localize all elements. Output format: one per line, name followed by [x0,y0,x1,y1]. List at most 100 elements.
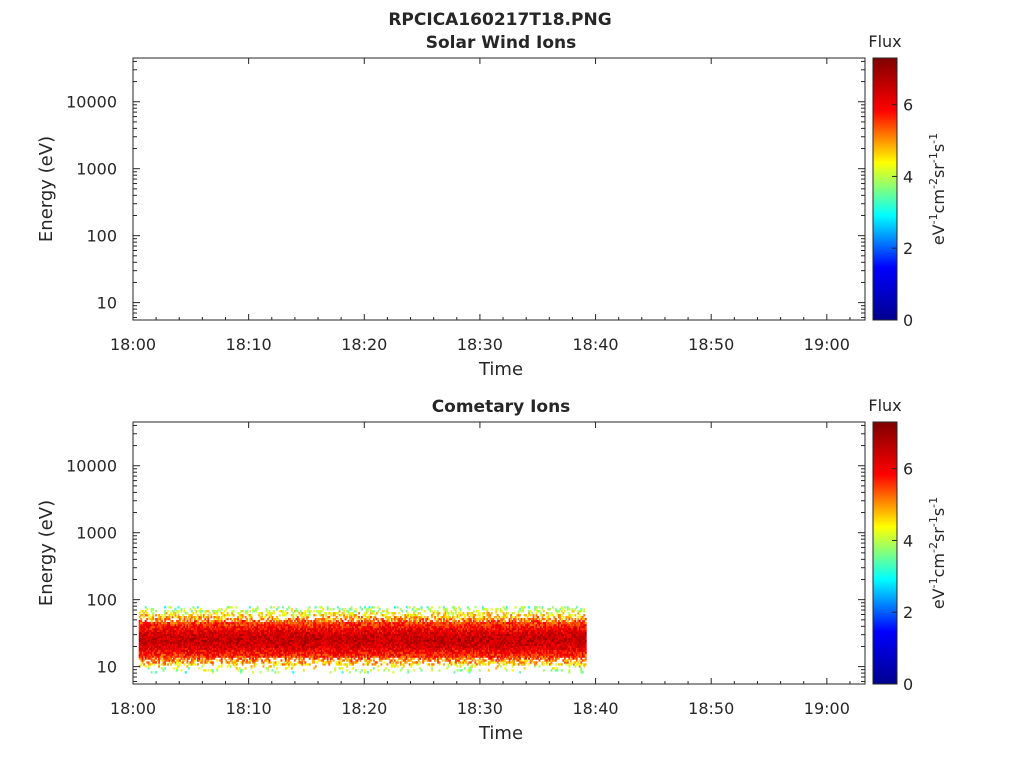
y-tick-label: 1000 [76,160,117,179]
spectrogram-cell [401,610,403,612]
spectrogram-cell [327,606,329,608]
spectrogram-cell [406,606,408,608]
spectrogram-cell [377,618,379,620]
spectrogram-cell [398,612,400,614]
x-tick-label: 18:20 [341,335,387,354]
spectrogram-cell [221,608,223,610]
spectrogram-cell [273,610,275,612]
x-tick-label: 18:10 [226,335,272,354]
unit-symbol: sr [929,163,948,178]
spectrogram-cell [155,610,157,612]
spectrogram-cell [145,665,147,667]
spectrogram-cell [152,612,154,614]
figure-title: RPCICA160217T18.PNG [388,10,611,30]
plot-frame [133,58,865,320]
spectrogram-cell [388,612,390,614]
x-tick-label: 18:00 [110,335,156,354]
spectrogram-cell [197,663,199,665]
spectrogram-cell [330,671,332,673]
spectrogram-cell [185,671,187,673]
unit-symbol: s [929,144,948,152]
spectrogram-cell [361,608,363,610]
spectrogram-cell [251,614,253,616]
spectrogram-cell [373,606,375,608]
spectrogram-cell [178,610,180,612]
spectrogram-cell [291,608,293,610]
spectrogram-cell [370,669,372,671]
spectrogram-cell [397,665,399,667]
spectrogram-cell [342,667,344,669]
spectrogram-cell [358,612,360,614]
spectrogram-cell [212,669,214,671]
spectrogram-cell [155,614,157,616]
spectrogram-cell [276,667,278,669]
spectrogram-cell [201,610,203,612]
spectrogram-cell [207,669,209,671]
spectrogram-cell [197,606,199,608]
spectrogram-cell [255,663,257,665]
spectrogram-cell [346,663,348,665]
spectrogram-cell [188,667,190,669]
spectrogram-cell [278,671,280,673]
y-tick-label: 100 [86,227,117,246]
spectrogram-cell [309,606,311,608]
spectrogram-cell [173,667,175,669]
spectrogram-cell [181,669,183,671]
spectrogram-cell [421,669,423,671]
spectrogram-cell [204,669,206,671]
spectrogram-cell [342,671,344,673]
spectrogram-cell [184,608,186,610]
spectrogram-cell [421,606,423,608]
spectrogram-cell [379,608,381,610]
spectrogram-cell [339,608,341,610]
spectrogram-cell [355,669,357,671]
spectrogram-cell [292,671,294,673]
spectrogram-cell [270,606,272,608]
spectrogram-cell [281,659,283,661]
colorbar-tick-label: 4 [903,167,913,186]
spectrogram-cells [139,606,587,673]
spectrogram-cell [181,608,183,610]
spectrogram-cell [266,608,268,610]
spectrogram-cell [309,663,311,665]
spectrogram-cell [140,618,142,620]
spectrogram-cell [212,661,214,663]
spectrogram-cell [230,665,232,667]
unit-exponent: -2 [927,178,940,189]
spectrogram-cell [370,616,372,618]
spectrogram-cell [152,608,154,610]
spectrogram-cell [178,606,180,608]
spectrogram-cell [184,663,186,665]
spectrogram-cell [377,669,379,671]
unit-exponent: -1 [927,133,940,144]
spectrogram-cell [434,616,436,618]
spectrogram-cell [315,606,317,608]
spectrogram-cell [363,663,365,665]
spectrogram-cell [288,606,290,608]
spectrogram-cell [246,610,248,612]
spectrogram-cell [273,606,275,608]
spectrogram-cell [303,669,305,671]
spectrogram-cell [373,610,375,612]
colorbar-gradient [873,58,897,320]
spectrogram-cell [388,669,390,671]
spectrogram-cell [242,614,244,616]
spectrogram-cell [192,612,194,614]
spectrogram-cell [236,606,238,608]
spectrogram-cell [227,618,229,620]
x-axis-label: Time [478,359,523,380]
spectrogram-cell [210,614,212,616]
spectrogram-cell [361,669,363,671]
colorbar-tick-label: 0 [903,311,913,330]
spectrogram-cell [431,606,433,608]
spectrogram-cell [282,606,284,608]
spectrogram-cell [242,610,244,612]
spectrogram-cell [424,610,426,612]
spectrogram-cell [380,663,382,665]
spectrogram-cell [394,606,396,608]
